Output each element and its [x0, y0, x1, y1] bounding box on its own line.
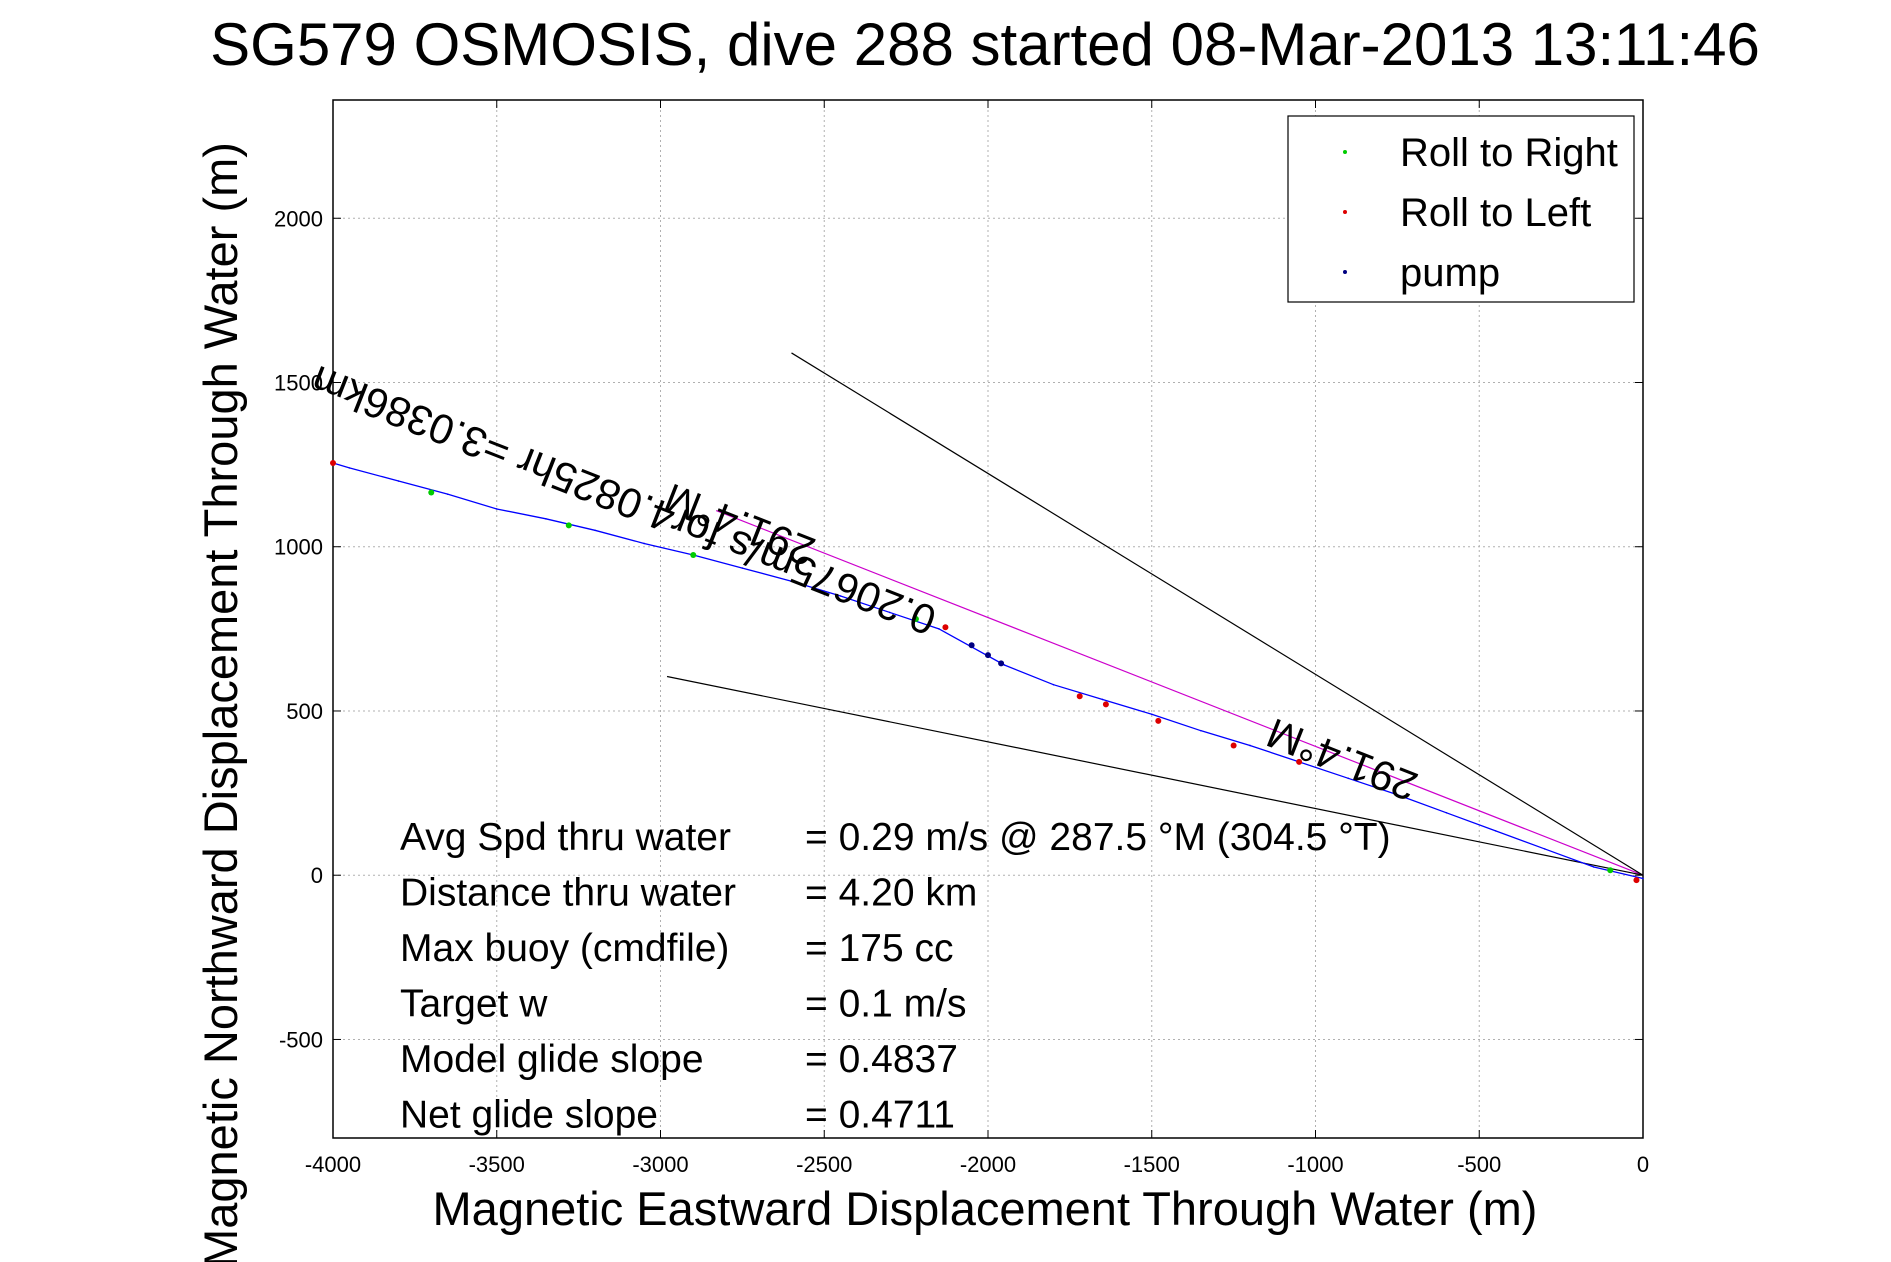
x-tick-label: -500: [1457, 1152, 1501, 1177]
track-point: [938, 628, 940, 630]
x-tick-label: -4000: [305, 1152, 361, 1177]
info-label: Avg Spd thru water: [400, 816, 731, 859]
roll-to-right-point: [912, 616, 919, 622]
track-point: [643, 542, 645, 545]
x-axis-label: Magnetic Eastward Displacement Through W…: [433, 1182, 1538, 1235]
track-point: [348, 467, 351, 469]
y-tick-label: 2000: [274, 206, 323, 231]
legend-label: pump: [1400, 251, 1500, 295]
info-value: = 175 cc: [805, 927, 954, 970]
legend: Roll to Right Roll to Left pump: [1287, 115, 1635, 303]
info-label: Distance thru water: [400, 872, 736, 915]
roll-to-left-point: [1296, 758, 1303, 765]
roll-to-left-point: [1230, 742, 1237, 749]
track-point: [1543, 848, 1546, 850]
pump-point: [998, 660, 1005, 667]
x-tick-label: -2000: [960, 1152, 1016, 1177]
track-point: [1593, 866, 1595, 868]
track-point: [397, 480, 400, 482]
legend-marker: [1343, 270, 1347, 274]
track-point: [1052, 683, 1055, 686]
info-value: = 0.1 m/s: [805, 983, 966, 1026]
track-point: [790, 580, 793, 583]
roll-to-left-point: [1155, 717, 1162, 724]
track-point: [1494, 830, 1497, 832]
track-point: [495, 508, 498, 510]
roll-to-left-point: [1102, 701, 1109, 708]
reference-lines: [666, 352, 1644, 876]
axis-ticks: -4000 -3500 -3000 -2500 -2000 -1500 -1000 -500 0…: [274, 100, 1649, 1177]
info-label: Model glide slope: [400, 1038, 704, 1081]
roll-to-left-point: [1633, 877, 1640, 884]
track-point: [1200, 729, 1202, 732]
track-point: [1396, 793, 1399, 796]
y-tick-label: 500: [286, 699, 323, 724]
pump-point: [985, 652, 991, 659]
x-tick-label: -1500: [1124, 1152, 1180, 1177]
reference-line-bound-upper: [791, 352, 1644, 876]
track-point: [446, 493, 449, 495]
info-label: Net glide slope: [400, 1094, 658, 1137]
track-point: [1642, 877, 1644, 880]
series: [330, 459, 1644, 884]
info-value: = 0.4711: [805, 1094, 955, 1137]
y-tick-label: -500: [279, 1027, 323, 1052]
roll-to-right-point: [690, 551, 697, 558]
x-tick-label: -3500: [469, 1152, 525, 1177]
reference-line-bound-lower: [666, 675, 1644, 876]
track-point: [1347, 777, 1350, 780]
track-point: [741, 567, 744, 569]
legend-label: Roll to Right: [1400, 131, 1618, 175]
legend-marker: [1343, 210, 1347, 214]
chart-title: SG579 OSMOSIS, dive 288 started 08-Mar-2…: [210, 11, 1760, 78]
y-tick-label: 0: [311, 863, 323, 888]
track-point: [1003, 664, 1006, 666]
legend-marker: [1343, 150, 1347, 154]
track-point: [1101, 698, 1104, 701]
roll-to-left-point: [942, 624, 949, 631]
roll-to-right-point: [565, 522, 572, 529]
track-point: [1249, 744, 1251, 747]
roll-to-right-point: [428, 489, 435, 496]
track-point: [545, 518, 547, 520]
info-value: = 4.20 km: [805, 872, 977, 915]
legend-label: Roll to Left: [1400, 191, 1591, 235]
x-tick-label: -2500: [796, 1152, 852, 1177]
track-point: [1445, 812, 1448, 814]
info-label: Target w: [400, 983, 548, 1026]
y-tick-label: 1000: [274, 535, 323, 560]
y-tick-label: 1500: [274, 370, 323, 395]
roll-to-left-point: [330, 459, 336, 466]
track-point: [839, 595, 842, 597]
info-value: = 0.29 m/s @ 287.5 °M (304.5 °T): [805, 816, 1391, 859]
roll-to-left-point: [1076, 693, 1083, 700]
y-axis-label: Magnetic Northward Displacement Through …: [194, 142, 247, 1262]
reference-line-heading: [715, 510, 1644, 876]
info-block: Avg Spd thru water = 0.29 m/s @ 287.5 °M …: [400, 816, 1391, 1137]
info-label: Max buoy (cmdfile): [400, 927, 729, 970]
roll-to-right-point: [1607, 867, 1614, 874]
track-point: [888, 611, 891, 614]
x-tick-label: -1000: [1287, 1152, 1343, 1177]
x-tick-label: 0: [1637, 1152, 1649, 1177]
info-value: = 0.4837: [805, 1038, 958, 1081]
track-point: [594, 529, 596, 532]
pump-point: [968, 642, 975, 649]
track-point: [1150, 713, 1153, 716]
x-tick-label: -3000: [632, 1152, 688, 1177]
